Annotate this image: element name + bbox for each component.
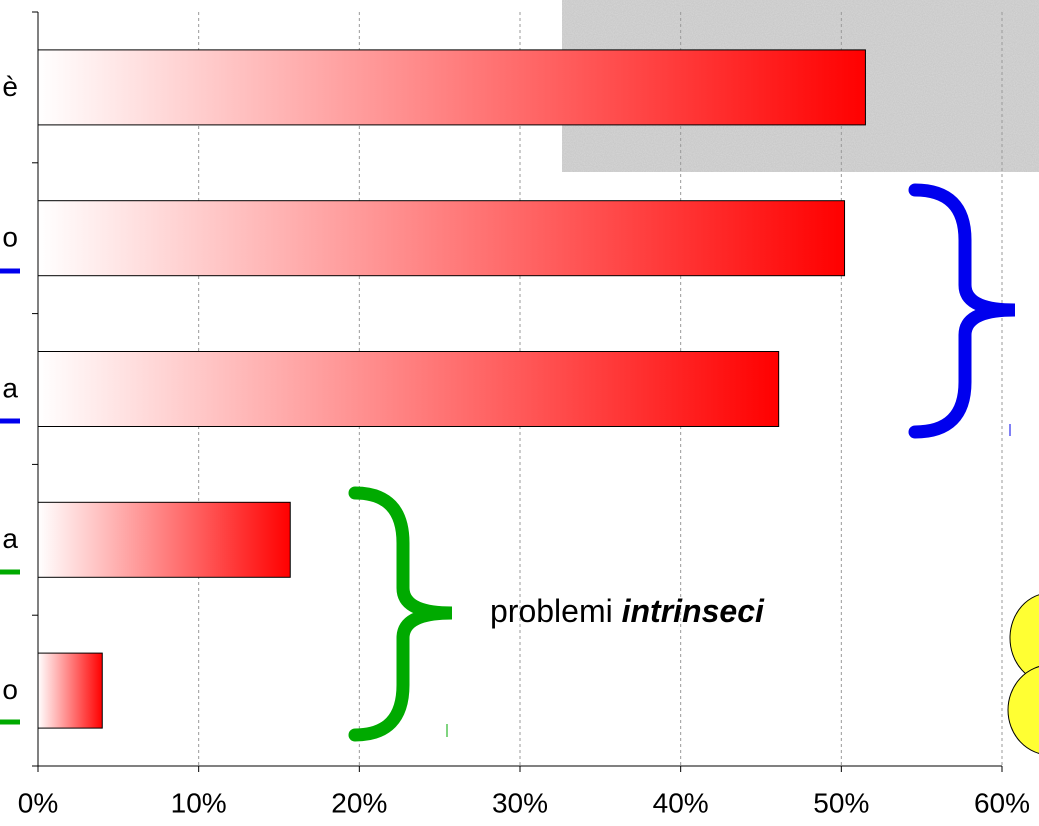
annotation-emphasis: intrinseci (622, 593, 765, 629)
x-tick-label: 30% (492, 787, 548, 818)
bar (37, 652, 103, 729)
x-tick-label: 20% (331, 787, 387, 818)
bars (37, 49, 866, 729)
y-tick-label: a (2, 523, 18, 554)
bar (37, 501, 291, 578)
yellow-shape (1009, 594, 1039, 682)
bar (37, 200, 846, 277)
y-tick-label: o (2, 674, 18, 705)
y-tick-label: o (2, 222, 18, 253)
x-tick-label: 60% (974, 787, 1030, 818)
annotation: problemi intrinseci (490, 593, 765, 629)
x-tick-label: 50% (813, 787, 869, 818)
y-tick-label: è (2, 71, 18, 102)
green-brace (348, 486, 453, 742)
bar (37, 49, 866, 126)
annotation-plain: problemi (490, 593, 613, 629)
x-tick-label: 0% (18, 787, 58, 818)
x-tick-label: 10% (171, 787, 227, 818)
x-tick-label: 40% (653, 787, 709, 818)
yellow-shape (1007, 666, 1039, 754)
blue-brace (908, 183, 1016, 439)
y-tick-label: a (2, 372, 18, 403)
bar (37, 351, 780, 427)
